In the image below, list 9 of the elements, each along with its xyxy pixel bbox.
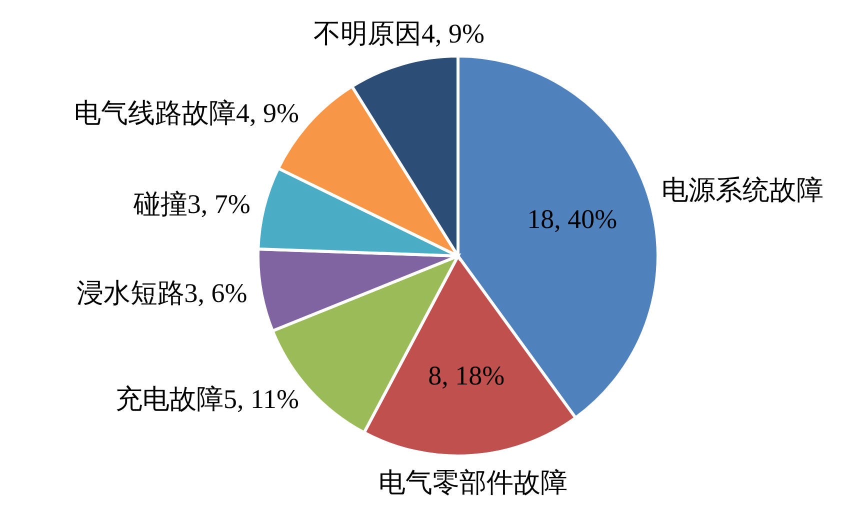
data-label: 8, 18%	[428, 360, 505, 391]
slice-label: 不明原因4, 9%	[314, 18, 485, 48]
slice-label: 碰撞3, 7%	[132, 189, 250, 220]
slice-label: 电源系统故障	[662, 174, 824, 205]
slice-label: 充电故障5, 11%	[115, 384, 299, 414]
slice-label: 电气零部件故障	[378, 467, 568, 498]
data-label: 18, 40%	[527, 204, 618, 234]
slice-label: 浸水短路3, 6%	[76, 278, 248, 308]
slice-label: 电气线路故障4, 9%	[74, 98, 299, 128]
